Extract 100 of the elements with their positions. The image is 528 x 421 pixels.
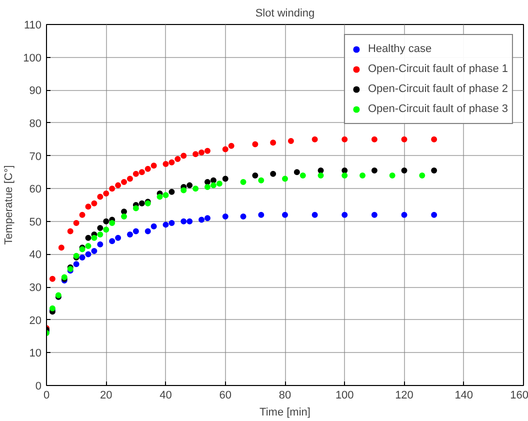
point	[121, 213, 128, 220]
point	[431, 168, 438, 174]
point	[312, 136, 318, 142]
point	[360, 172, 366, 178]
point	[103, 226, 110, 233]
point	[192, 151, 199, 158]
legend-label: Open-Circuit fault of phase 1	[368, 63, 508, 75]
legend-label: Open-Circuit fault of phase 3	[368, 103, 508, 115]
point	[174, 156, 181, 162]
point	[97, 241, 104, 248]
point	[180, 187, 187, 194]
point	[288, 138, 294, 144]
point	[156, 194, 163, 200]
point	[204, 215, 210, 222]
y-tick-label: 100	[23, 52, 42, 64]
point	[132, 228, 139, 234]
point	[282, 212, 288, 218]
point	[126, 176, 133, 182]
y-tick-label: 90	[29, 85, 42, 98]
point	[150, 162, 157, 169]
point	[103, 218, 110, 224]
point	[258, 177, 264, 184]
point	[121, 179, 128, 186]
point	[216, 180, 222, 187]
point	[58, 244, 64, 251]
point	[162, 160, 169, 167]
chart-title: Slot winding	[255, 8, 315, 20]
y-tick-label: 110	[24, 20, 42, 32]
y-tick-label: 60	[29, 184, 42, 196]
point	[252, 141, 258, 148]
point	[162, 222, 169, 228]
point	[258, 212, 264, 218]
point	[419, 172, 426, 178]
point	[186, 182, 193, 188]
point	[282, 176, 288, 182]
point	[144, 228, 151, 234]
point	[49, 276, 56, 282]
point	[222, 146, 228, 152]
point	[115, 234, 122, 241]
x-tick-label: 120	[395, 390, 414, 402]
point	[91, 248, 98, 254]
x-tick-label: 40	[160, 390, 172, 402]
point	[91, 234, 98, 241]
point	[67, 228, 74, 234]
point	[144, 166, 151, 172]
point	[91, 200, 98, 206]
point	[198, 216, 205, 223]
y-tick-label: 40	[29, 249, 42, 262]
y-tick-label: 80	[29, 118, 42, 130]
point	[109, 220, 116, 226]
point	[210, 177, 216, 184]
point	[204, 184, 210, 190]
point	[168, 159, 175, 166]
x-tick-label: 100	[335, 390, 354, 402]
point	[109, 186, 116, 192]
point	[371, 212, 378, 218]
legend-label: Open-Circuit fault of phase 2	[368, 83, 508, 95]
point	[79, 254, 86, 261]
point	[240, 213, 246, 220]
point	[240, 179, 246, 186]
point	[79, 212, 86, 218]
point	[342, 172, 348, 178]
point	[252, 172, 258, 178]
point	[73, 261, 80, 268]
point	[204, 148, 210, 154]
x-tick-label: 160	[510, 390, 528, 402]
point	[138, 169, 145, 176]
point	[97, 194, 104, 200]
point	[150, 223, 157, 230]
point	[371, 168, 378, 174]
point	[85, 251, 92, 258]
point	[97, 224, 104, 231]
point	[180, 218, 187, 224]
x-tick-label: 20	[100, 390, 112, 402]
point	[318, 172, 324, 178]
point	[312, 212, 318, 218]
point	[103, 190, 110, 197]
point	[431, 136, 438, 142]
point	[85, 243, 92, 250]
point	[270, 140, 276, 146]
x-tick-label: 0	[43, 390, 50, 402]
point	[192, 186, 199, 192]
point	[85, 234, 92, 241]
y-tick-label: 10	[29, 348, 42, 360]
point	[401, 168, 408, 174]
point	[132, 170, 139, 177]
y-axis-title: Temperatue [C°]	[3, 165, 16, 245]
x-axis-title: Time [min]	[260, 406, 310, 418]
point	[389, 172, 396, 178]
y-tick-label: 70	[29, 150, 42, 163]
point	[85, 204, 92, 210]
point	[270, 170, 276, 177]
x-tick-label: 140	[454, 390, 474, 402]
point	[180, 152, 187, 159]
point	[168, 188, 175, 195]
point	[401, 212, 408, 218]
point	[222, 213, 228, 220]
point	[109, 238, 116, 244]
point	[294, 169, 300, 176]
point	[138, 200, 145, 206]
